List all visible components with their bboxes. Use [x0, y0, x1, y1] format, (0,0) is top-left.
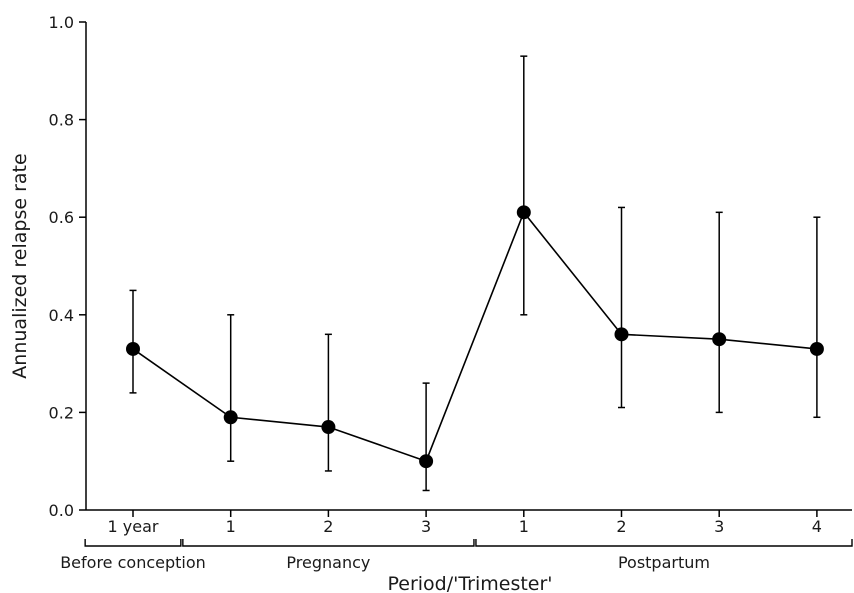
- x-tick-label: 1 year: [108, 517, 159, 536]
- group-brackets: Before conception Pregnancy Postpartum: [60, 539, 853, 572]
- y-tick-label: 0.0: [49, 501, 74, 520]
- x-tick-label: 2: [323, 517, 333, 536]
- data-point: [712, 332, 727, 347]
- x-tick-label: 3: [714, 517, 724, 536]
- data-point: [223, 410, 238, 425]
- group-label: Pregnancy: [286, 553, 370, 572]
- x-tick-label: 1: [226, 517, 236, 536]
- y-tick-label: 0.6: [49, 208, 74, 227]
- data-point: [809, 341, 824, 356]
- group-label: Before conception: [60, 553, 206, 572]
- x-tick-label: 1: [519, 517, 529, 536]
- x-tick-label: 3: [421, 517, 431, 536]
- data-points: [126, 205, 824, 469]
- y-tick-label: 0.4: [49, 306, 74, 325]
- y-tick-label: 0.2: [49, 403, 74, 422]
- error-bars: [129, 55, 821, 492]
- x-tick-label: 2: [616, 517, 626, 536]
- y-ticks: 0.0 0.2 0.4 0.6 0.8 1.0: [49, 13, 86, 520]
- series-line: [132, 210, 817, 463]
- data-point: [516, 205, 531, 220]
- x-ticks: 1 year 1 2 3 1 2 3 4: [108, 510, 822, 536]
- group-bracket: [84, 539, 182, 547]
- data-point: [126, 341, 140, 356]
- group-bracket: [475, 539, 853, 547]
- y-tick-label: 0.8: [49, 111, 74, 130]
- y-axis-title: Annualized relapse rate: [9, 153, 31, 378]
- data-point: [321, 420, 336, 435]
- x-tick-label: 4: [812, 517, 822, 536]
- x-axis-title: Period/'Trimester': [387, 573, 552, 593]
- axes: [85, 22, 852, 511]
- data-point: [614, 327, 629, 342]
- group-bracket: [182, 539, 475, 547]
- data-point: [419, 454, 434, 469]
- group-label: Postpartum: [618, 553, 710, 572]
- y-tick-label: 1.0: [49, 13, 74, 32]
